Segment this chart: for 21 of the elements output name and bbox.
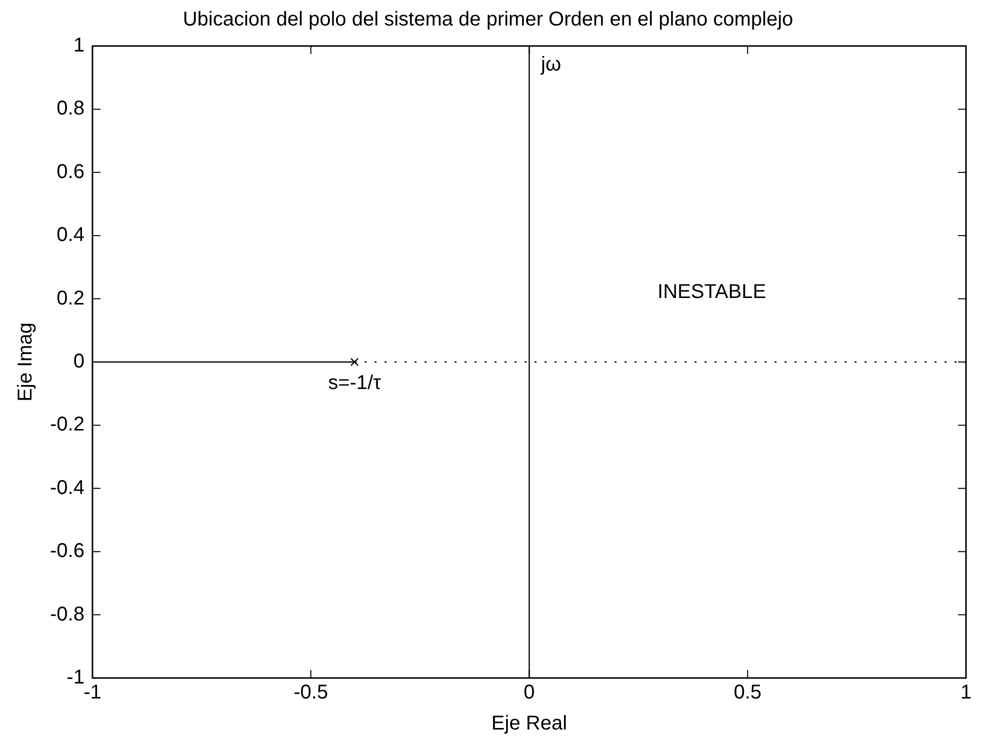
y-tick-label: 0.8 (56, 98, 84, 120)
annotation: s=-1/τ (328, 372, 382, 394)
annotation: INESTABLE (658, 280, 766, 303)
y-tick-label: -0.2 (50, 414, 84, 436)
annotation: jω (540, 53, 562, 76)
x-tick-label: 1 (960, 682, 972, 704)
y-tick-label: -0.4 (50, 476, 84, 499)
y-tick-label: 0.6 (56, 160, 84, 183)
y-tick-label: 0.4 (56, 224, 84, 246)
x-tick-label: -0.5 (294, 682, 328, 704)
chart-title: Ubicacion del polo del sistema de primer Orden en el plano complejo (182, 8, 794, 31)
x-tick-label: 0 (524, 682, 535, 704)
y-tick-label: -0.8 (50, 603, 84, 626)
y-tick-label: 1 (73, 34, 84, 57)
x-tick-label: 0.5 (734, 682, 762, 704)
y-axis-title: Eje Imag (14, 322, 37, 402)
y-tick-label: -0.6 (50, 540, 84, 562)
y-tick-label: -1 (66, 666, 84, 689)
y-tick-label: 0.2 (56, 287, 84, 310)
y-tick-label: 0 (73, 350, 84, 373)
x-axis-title: Eje Real (491, 712, 568, 735)
